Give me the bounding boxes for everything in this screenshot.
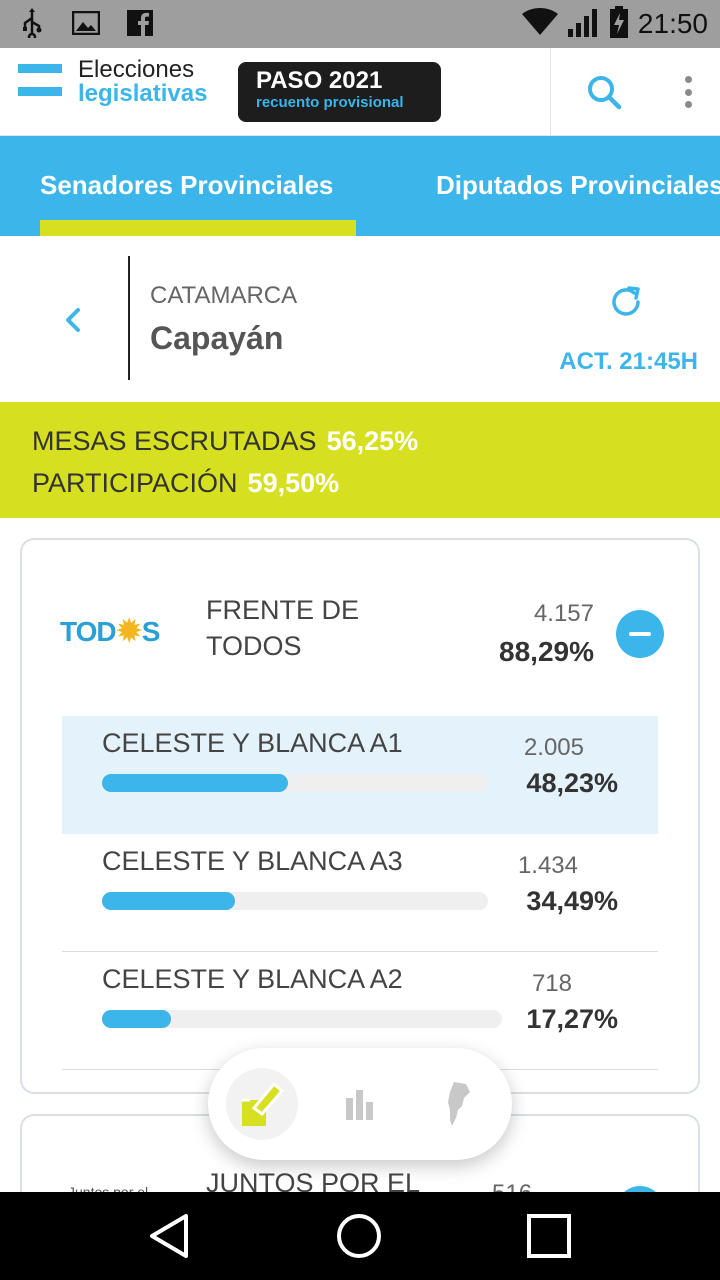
chart-view-button[interactable] — [324, 1068, 396, 1140]
list-name: CELESTE Y BLANCA A1 — [102, 728, 403, 758]
location-divider — [128, 256, 130, 380]
view-switcher — [208, 1048, 512, 1160]
argentina-map-icon — [448, 1082, 470, 1126]
location-header: CATAMARCA Capayán ACT. 21:45H — [0, 236, 720, 402]
nav-back-button[interactable] — [146, 1212, 194, 1260]
clock: 21:50 — [637, 8, 708, 39]
header-divider — [550, 48, 551, 136]
list-percentage: 17,27% — [526, 1004, 618, 1034]
more-vertical-icon — [684, 76, 692, 83]
participacion-label: PARTICIPACIÓN — [32, 468, 238, 498]
chevron-left-icon — [66, 308, 80, 332]
status-bar: 21:50 — [0, 0, 720, 48]
image-icon — [72, 8, 100, 38]
mesas-escrutadas: MESAS ESCRUTADAS 56,25% — [32, 420, 688, 462]
progress-track — [102, 774, 488, 792]
nav-recents-button[interactable] — [525, 1212, 573, 1260]
app-logo[interactable]: Elecciones legislativas — [78, 58, 207, 106]
search-button[interactable] — [584, 72, 628, 112]
tab-diputados-provinciales[interactable]: Diputados Provinciales — [436, 170, 720, 200]
wifi-icon — [521, 8, 558, 40]
ballot-view-button[interactable] — [226, 1068, 298, 1140]
list-votes: 2.005 — [523, 734, 584, 761]
party-name: FRENTE DE TODOS — [206, 595, 360, 661]
category-tabs: Senadores Provinciales Diputados Provinc… — [0, 136, 720, 236]
progress-fill — [102, 892, 236, 910]
triangle-back-icon — [150, 1214, 188, 1258]
progress-track — [102, 892, 488, 910]
paso-badge: PASO 2021 recuento provisional — [238, 62, 441, 122]
progress-track — [102, 1010, 502, 1028]
battery-charging-icon — [609, 6, 628, 42]
list-percentage: 48,23% — [526, 768, 618, 798]
list-name: CELESTE Y BLANCA A3 — [102, 846, 403, 876]
party-card: TOD ✹ S FRENTE DE TODOS 4.157 88,29% CELES… — [20, 538, 700, 1094]
active-tab-indicator — [40, 220, 356, 236]
bar-chart-icon — [346, 1090, 373, 1120]
party-logo-text-b: S — [141, 615, 161, 647]
logo-line-1: Elecciones — [78, 56, 195, 83]
party-lists: CELESTE Y BLANCA A1 2.005 48,23% CELESTE… — [62, 716, 658, 1070]
party-logo: TOD ✹ S — [60, 614, 161, 649]
list-votes: 718 — [531, 970, 572, 997]
badge-title: PASO 2021 — [256, 67, 383, 94]
circle-home-icon — [337, 1214, 381, 1258]
progress-fill — [102, 774, 289, 792]
logo-line-2: legislativas — [78, 80, 208, 107]
list-item[interactable]: CELESTE Y BLANCA A3 1.434 34,49% — [62, 834, 658, 952]
list-percentage: 34,49% — [526, 886, 618, 916]
facebook-icon — [126, 8, 154, 38]
refresh-icon — [612, 286, 640, 316]
collapse-button[interactable] — [616, 610, 664, 658]
mesas-label: MESAS ESCRUTADAS — [32, 426, 317, 456]
participacion: PARTICIPACIÓN 59,50% — [32, 462, 688, 504]
signal-icon — [567, 7, 600, 41]
nav-home-button[interactable] — [335, 1212, 383, 1260]
tab-senadores-provinciales[interactable]: Senadores Provinciales — [40, 170, 334, 200]
search-icon — [588, 76, 622, 110]
party-logo-text-a: TOD — [60, 615, 117, 647]
list-item[interactable]: CELESTE Y BLANCA A2 718 17,27% — [62, 952, 658, 1070]
back-button[interactable] — [56, 300, 92, 340]
last-update: ACT. 21:45H — [559, 348, 698, 375]
sun-icon: ✹ — [116, 615, 142, 648]
ballot-box-icon — [242, 1081, 285, 1126]
district-name: Capayán — [150, 320, 284, 356]
map-view-button[interactable] — [422, 1068, 494, 1140]
logo-flag-icon — [18, 64, 62, 102]
system-nav-bar — [0, 1192, 720, 1280]
party-votes: 4.157 — [533, 600, 594, 627]
stats-banner: MESAS ESCRUTADAS 56,25% PARTICIPACIÓN 59,5… — [0, 402, 720, 518]
app-header: Elecciones legislativas PASO 2021 recuen… — [0, 48, 720, 136]
mesas-value: 56,25% — [326, 426, 419, 456]
badge-subtitle: recuento provisional — [256, 94, 404, 111]
participacion-value: 59,50% — [247, 468, 340, 498]
list-name: CELESTE Y BLANCA A2 — [102, 964, 403, 994]
more-options-button[interactable] — [676, 72, 700, 112]
square-recents-icon — [527, 1214, 571, 1258]
list-item[interactable]: CELESTE Y BLANCA A1 2.005 48,23% — [62, 716, 658, 834]
list-votes: 1.434 — [517, 852, 578, 879]
usb-icon — [18, 8, 46, 38]
province-name: CATAMARCA — [150, 282, 298, 309]
progress-fill — [102, 1010, 172, 1028]
party-percentage: 88,29% — [499, 636, 594, 667]
refresh-button[interactable] — [606, 282, 646, 322]
